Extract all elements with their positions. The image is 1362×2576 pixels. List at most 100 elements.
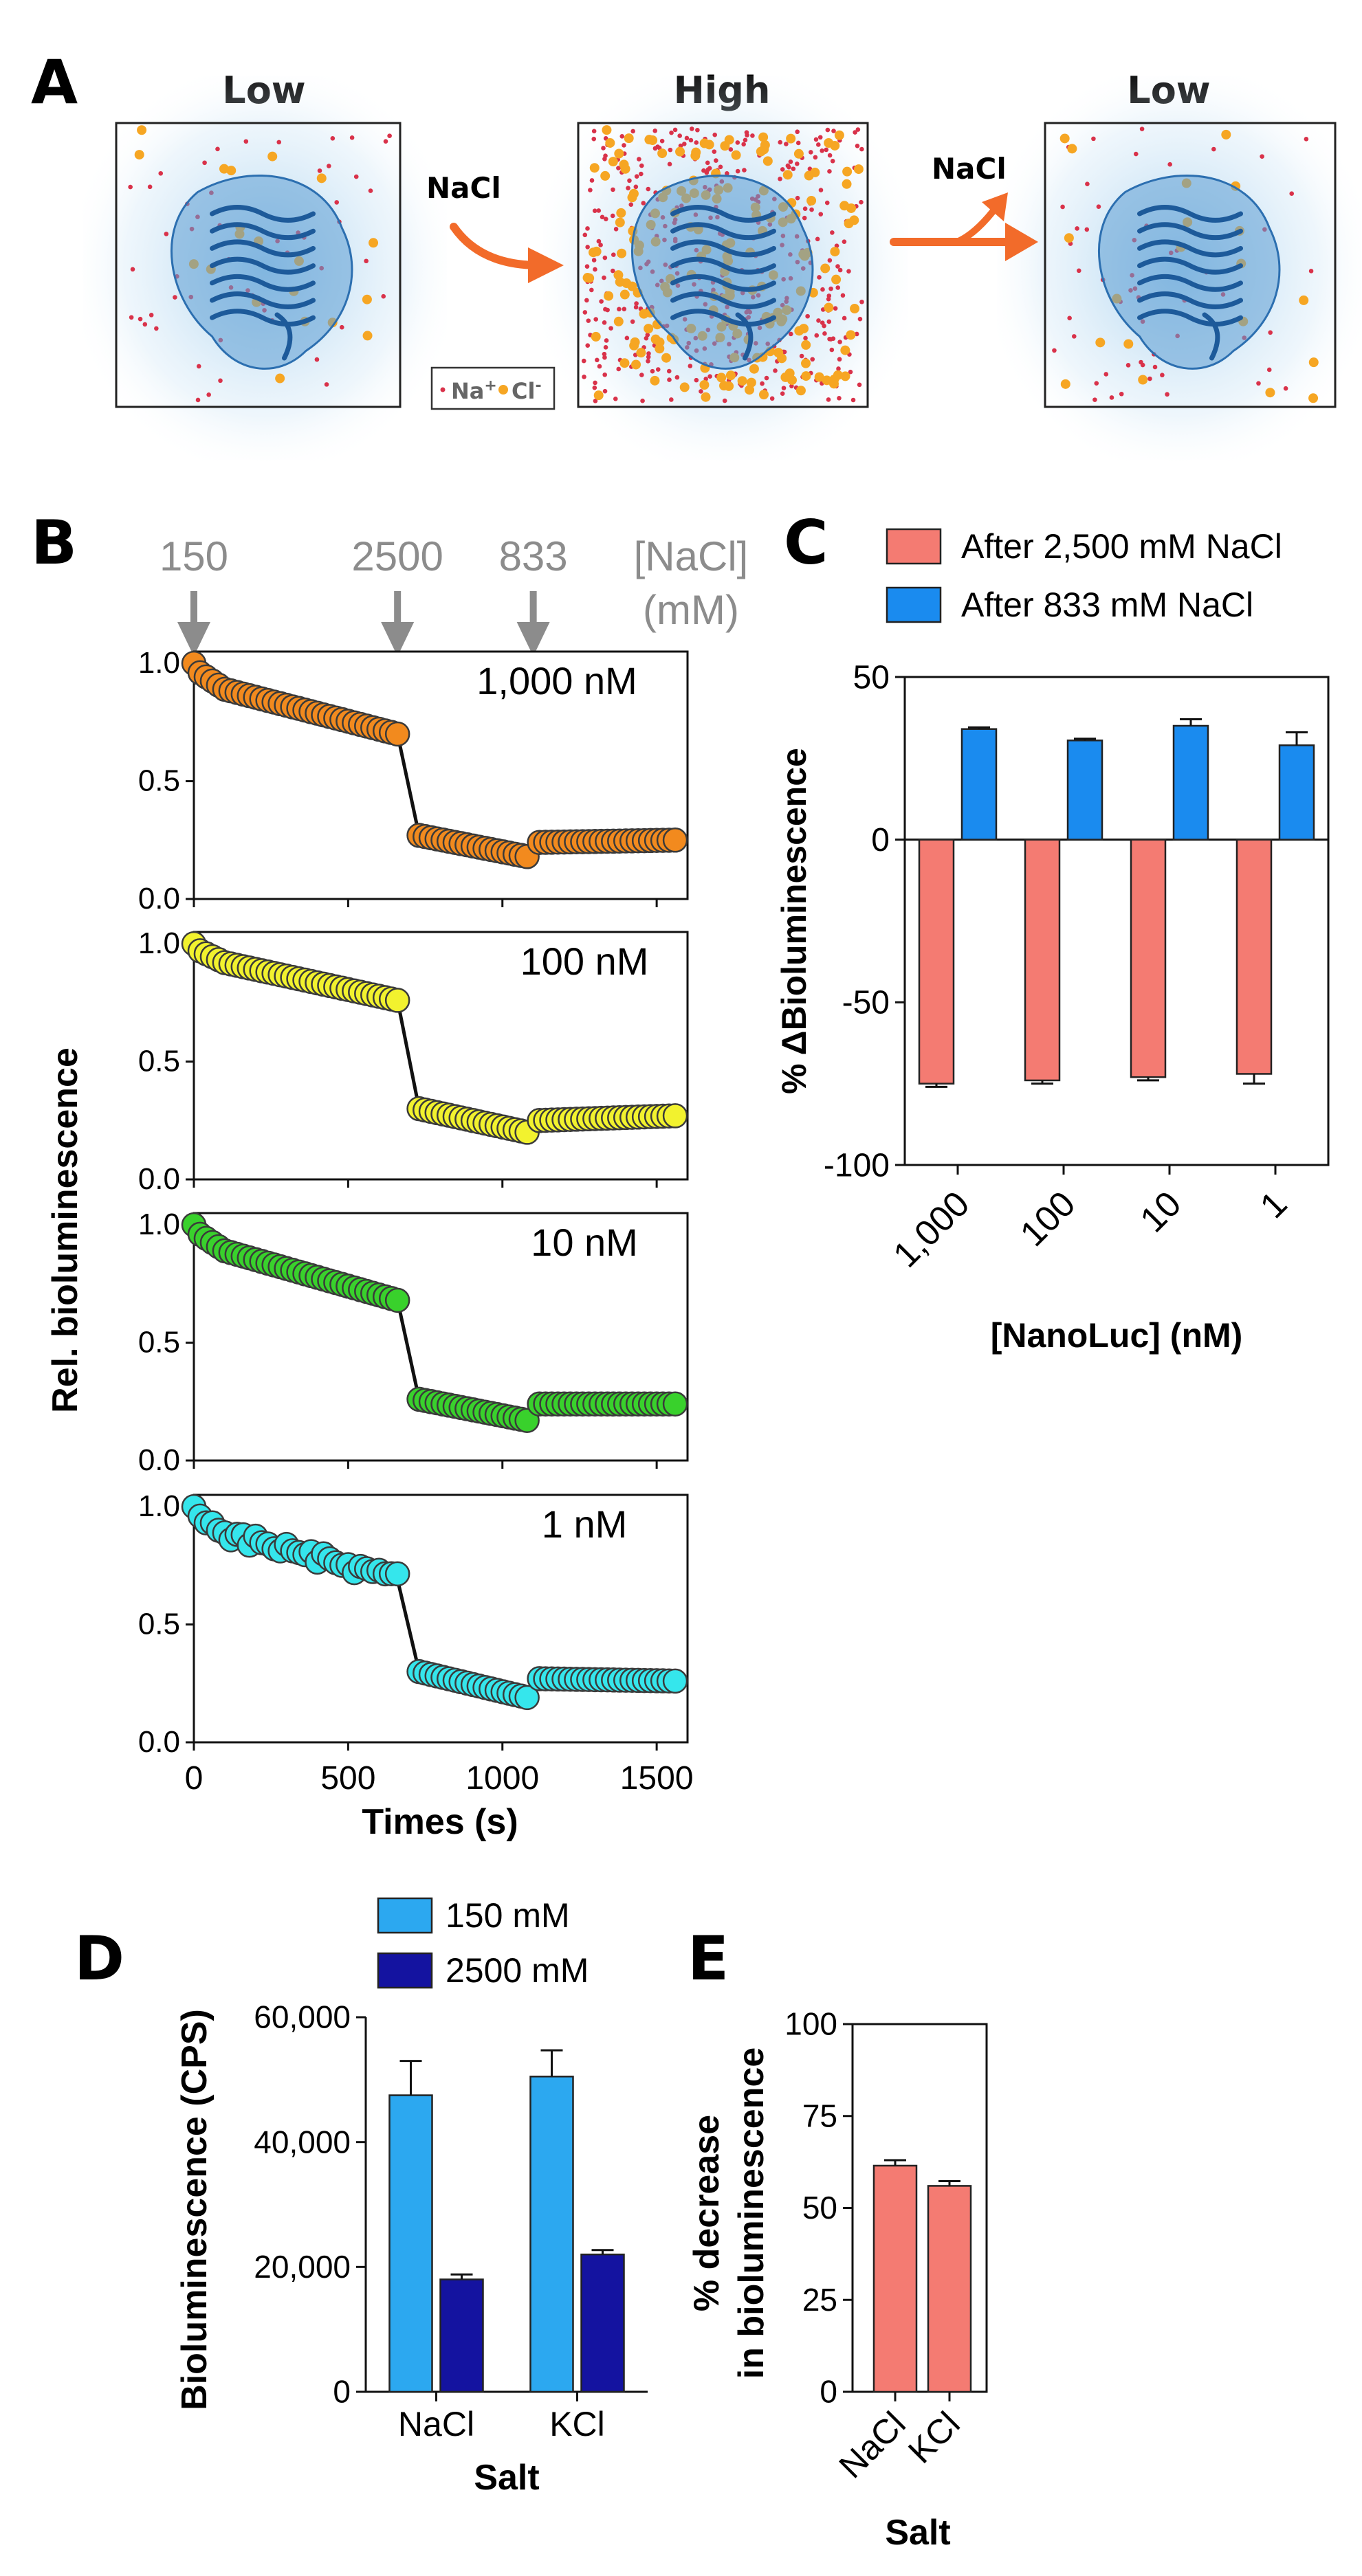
- cl-ion: [617, 248, 627, 258]
- na-ion: [669, 397, 674, 402]
- cl-ion: [830, 247, 840, 257]
- na-ion: [624, 335, 630, 341]
- series-label: 100 nM: [520, 940, 649, 983]
- na-ion: [196, 364, 201, 369]
- na-ion: [1256, 381, 1261, 386]
- cl-ion: [1265, 388, 1275, 398]
- na-ion: [788, 331, 793, 337]
- na-ion: [584, 298, 589, 303]
- cl-ion: [1060, 379, 1070, 389]
- x-tick-label: 0: [185, 1760, 204, 1797]
- y-tick-label: 1.0: [138, 1489, 180, 1523]
- na-ion: [672, 127, 678, 133]
- na-ion: [853, 130, 857, 135]
- na-ion: [591, 136, 597, 142]
- na-ion: [593, 380, 597, 386]
- series-label: 10 nM: [531, 1221, 638, 1264]
- y-tick-label: 0.0: [138, 882, 180, 915]
- na-ion: [610, 213, 615, 219]
- cl-ion: [639, 309, 649, 319]
- panel-d: D 0 20,000 40,000 60,000 NaCl KCl Bioluminesce…: [74, 1896, 648, 2498]
- cl-ion: [842, 166, 853, 177]
- na-ion: [381, 293, 386, 299]
- na-ion: [835, 264, 840, 269]
- y-tick-label: 0.5: [138, 1608, 180, 1641]
- legend-swatch-1: [886, 586, 942, 623]
- arrow-2-label: NaCl: [932, 152, 1007, 186]
- data-point: [662, 1391, 688, 1417]
- na-ion: [712, 149, 717, 154]
- x-axis-label: [NanoLuc] (nM): [991, 1316, 1243, 1355]
- cl-ion: [801, 371, 811, 381]
- cl-ion: [604, 291, 614, 301]
- na-ion: [791, 166, 796, 171]
- na-ion: [826, 319, 832, 324]
- protein-icon-3: [1097, 175, 1281, 370]
- state-box-3-frame: [1044, 122, 1337, 408]
- na-ion: [846, 269, 851, 274]
- y-tick-label: 0.0: [138, 1162, 180, 1196]
- cl-ion: [134, 150, 144, 160]
- na-ion: [592, 385, 597, 390]
- cl-ion: [679, 382, 690, 392]
- na-ion: [802, 206, 808, 212]
- na-ion: [854, 331, 859, 337]
- na-ion: [640, 398, 645, 403]
- na-ion: [142, 322, 148, 327]
- na-ion: [1060, 204, 1065, 210]
- na-ion: [826, 293, 832, 298]
- salt-bioluminescence-chart: 0 20,000 40,000 60,000 NaCl KCl Bioluminescenc…: [175, 1896, 648, 2498]
- na-ion: [688, 137, 694, 143]
- y-tick-label: 0: [820, 2374, 837, 2410]
- na-ion: [597, 364, 602, 369]
- na-ion: [637, 157, 641, 162]
- cl-ion: [749, 364, 759, 374]
- data-point: [662, 828, 688, 853]
- na-ion: [639, 171, 644, 177]
- na-ion: [722, 398, 727, 403]
- na-ion: [795, 195, 800, 201]
- y-tick-label: 1.0: [138, 646, 180, 680]
- na-ion: [604, 338, 609, 343]
- na-ion: [813, 137, 819, 142]
- na-ion: [826, 296, 831, 302]
- cl-ion: [636, 348, 646, 358]
- na-ion: [1075, 226, 1079, 231]
- state-box-2-frame: [577, 122, 869, 408]
- na-ion: [855, 143, 860, 148]
- cl-ion: [591, 331, 601, 342]
- cl-ion: [701, 392, 711, 402]
- cl-ion: [608, 157, 618, 167]
- na-ion: [857, 382, 862, 388]
- panel-b: B [NaCl] (mM) 150 2500 833 0.0 0.5 1.0 1,000 …: [31, 507, 748, 1842]
- state-box-1: [83, 76, 447, 460]
- na-ion: [1165, 392, 1169, 397]
- na-ion: [857, 316, 863, 322]
- cl-ion: [615, 217, 625, 227]
- timecourse-plot-0: 0.0 0.5 1.0 1,000 nM: [138, 646, 689, 915]
- na-ion: [613, 397, 618, 401]
- na-ion-icon: [440, 387, 446, 392]
- cl-ion: [704, 140, 714, 150]
- na-ion: [600, 214, 605, 220]
- na-ion: [695, 127, 700, 133]
- cl-ion: [631, 359, 641, 370]
- timecourse-plot-1: 0.0 0.5 1.0 100 nM: [138, 926, 689, 1196]
- cl-ion: [655, 337, 665, 348]
- x-tick-label: 1,000: [886, 1184, 977, 1275]
- na-ion: [633, 304, 639, 310]
- na-ion: [837, 340, 842, 344]
- protein-strand: [670, 239, 776, 258]
- cl-ion: [1095, 337, 1106, 348]
- na-ion: [705, 160, 710, 166]
- na-ion: [684, 135, 690, 141]
- legend-label-1: After 833 mM NaCl: [961, 586, 1253, 624]
- na-ion: [611, 268, 615, 274]
- y-tick-label: 0: [871, 822, 890, 858]
- cl-ion: [724, 381, 734, 391]
- cl-ion: [614, 148, 624, 159]
- na-ion: [818, 188, 824, 192]
